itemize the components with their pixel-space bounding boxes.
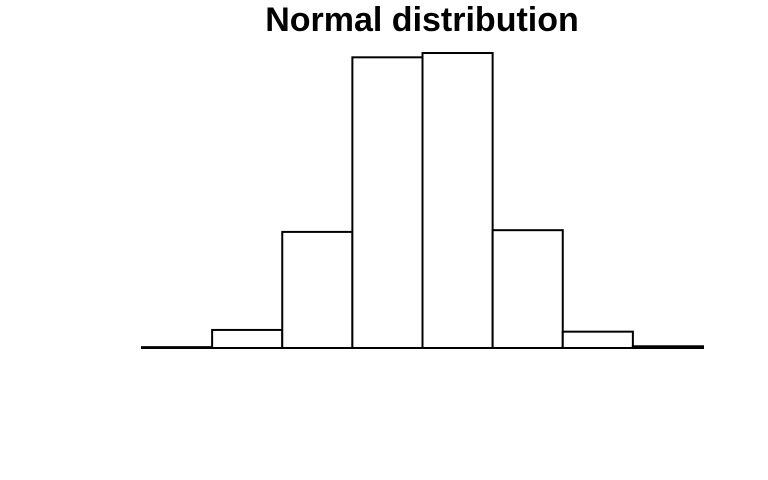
bar xyxy=(211,328,284,350)
bar xyxy=(421,52,494,350)
bar xyxy=(141,346,214,350)
bar xyxy=(491,229,564,349)
bar xyxy=(351,56,424,349)
bar xyxy=(281,230,354,349)
bar xyxy=(631,345,704,349)
bar xyxy=(561,330,634,350)
chart-title: Normal distribution xyxy=(265,1,579,39)
